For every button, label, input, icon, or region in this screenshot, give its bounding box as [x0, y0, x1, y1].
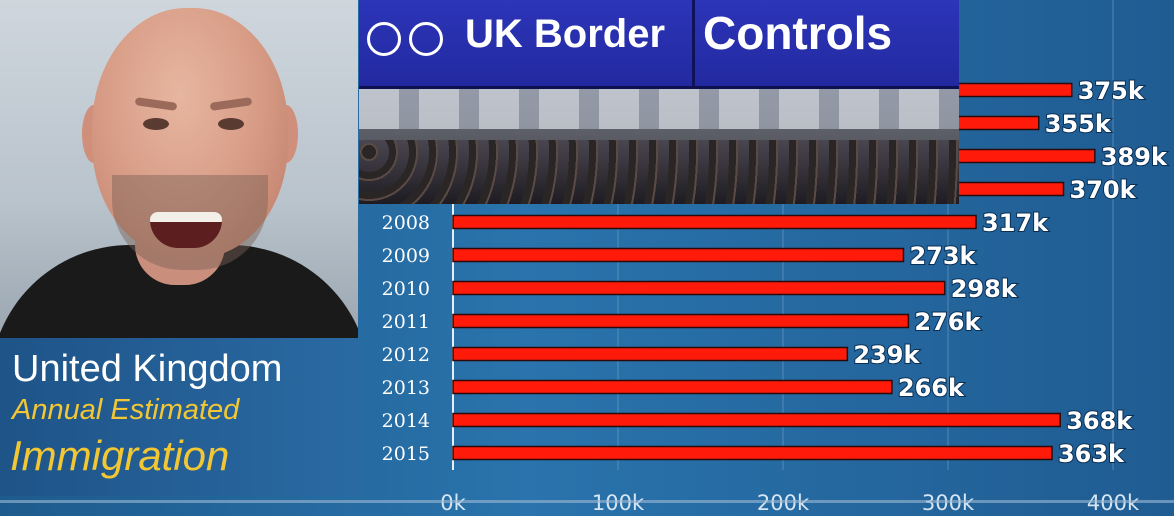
bar: [452, 412, 1061, 428]
bar-value-label: 276k: [914, 308, 981, 336]
bar: [452, 214, 977, 230]
passenger-crowd: [359, 140, 959, 204]
presenter-webcam: [0, 0, 358, 338]
bar: [452, 445, 1053, 461]
bar-value-label: 370k: [1070, 176, 1137, 204]
video-progress-track: [0, 500, 1174, 503]
sign-text-uk-border: UK Border: [465, 12, 666, 56]
border-control-photo: UK Border Controls: [359, 0, 959, 204]
bar-value-label: 368k: [1066, 407, 1133, 435]
bar-value-label: 363k: [1058, 440, 1125, 468]
bar-value-label: 375k: [1078, 77, 1145, 105]
terminal-ceiling-lights: [359, 89, 959, 129]
bar-value-label: 239k: [853, 341, 920, 369]
sign-text-controls: Controls: [703, 7, 893, 59]
passport-control-icon: [409, 22, 443, 56]
y-tick-label: 2008: [382, 212, 430, 234]
y-tick-label: 2009: [382, 245, 430, 267]
presenter-mouth: [150, 212, 222, 248]
passport-control-icon: [367, 22, 401, 56]
bar-value-label: 355k: [1045, 110, 1112, 138]
y-tick-label: 2013: [382, 377, 430, 399]
bar-value-label: 389k: [1101, 143, 1168, 171]
bar: [452, 379, 893, 395]
caption-panel: United Kingdom Annual Estimated Immigrat…: [0, 338, 360, 496]
bar: [452, 313, 910, 329]
presenter-eye-left: [143, 118, 169, 130]
bar-value-label: 298k: [951, 275, 1018, 303]
caption-subtitle: Annual Estimated: [12, 394, 240, 426]
caption-country: United Kingdom: [12, 348, 283, 390]
y-tick-label: 2010: [382, 278, 430, 300]
y-tick-label: 2012: [382, 344, 430, 366]
bar: [452, 280, 946, 296]
sign-divider: [692, 0, 695, 86]
bar-value-label: 273k: [909, 242, 976, 270]
bar: [452, 346, 849, 362]
y-tick-label: 2015: [382, 443, 430, 465]
y-tick-label: 2011: [382, 311, 430, 333]
bar: [452, 247, 905, 263]
bar-value-label: 266k: [898, 374, 965, 402]
bar-value-label: 317k: [982, 209, 1049, 237]
presenter-eye-right: [218, 118, 244, 130]
caption-topic: Immigration: [10, 432, 230, 479]
border-sign: UK Border Controls: [359, 0, 959, 89]
y-tick-label: 2014: [382, 410, 430, 432]
